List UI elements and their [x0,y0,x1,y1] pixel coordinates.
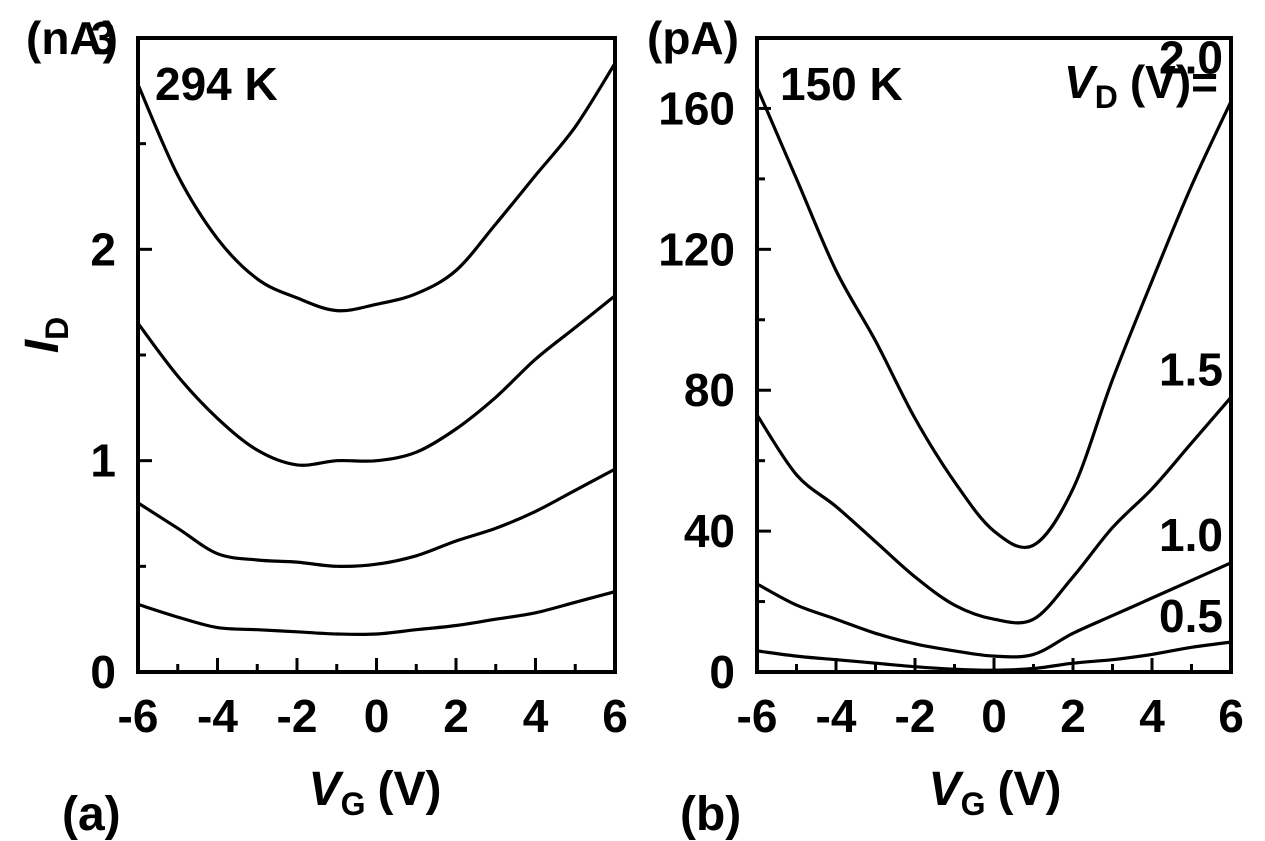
panel-b-legend-title-symbol: V [1064,56,1098,108]
x-tick-label: 6 [602,690,628,742]
panel-a-tick-labels: -6 -4 -2 0 2 4 6 0 1 2 3 [90,12,627,742]
y-tick-label: 120 [658,223,735,275]
y-tick-label: 3 [90,12,116,64]
x-tick-label: -4 [816,690,857,742]
series-line-1 [136,590,617,636]
series-line-3 [755,395,1233,625]
panel-b-series-labels: 0.5 1.0 1.5 2.0 [1159,31,1223,642]
y-tick-label: 1 [90,435,116,487]
x-tick-label: 0 [364,690,390,742]
y-tick-label: 2 [90,223,116,275]
series-label: 1.5 [1159,343,1223,395]
panel-a-frame [136,36,617,674]
x-tick-label: -6 [118,690,159,742]
panel-a-y-label-subscript: D [39,317,75,340]
y-tick-label: 40 [684,505,735,557]
panel-a-y-label-symbol: I [16,338,69,353]
y-tick-label: 160 [658,82,735,134]
panel-b-tick-labels: -6 -4 -2 0 2 4 6 0 40 80 120 160 [658,82,1244,742]
panel-a-y-unit: (nA) [26,12,118,64]
panel-a-ticks [136,36,617,674]
panel-b-x-label-unit: (V) [997,763,1061,816]
x-tick-label: -2 [277,690,318,742]
panel-a: -6 -4 -2 0 2 4 6 0 1 2 3 (nA) 294 K ID VG (V) (a) [16,12,628,841]
panel-b-x-label: VG (V) [929,763,1062,822]
x-tick-label: -6 [737,690,778,742]
panel-b-letter: (b) [680,788,741,841]
series-line-3 [136,294,617,467]
panel-b-x-label-subscript: G [961,786,986,822]
panel-a-x-label: VG (V) [309,763,442,822]
panel-a-curves [136,61,617,636]
y-tick-label: 0 [709,646,735,698]
panel-b-x-label-symbol: V [929,763,965,816]
series-label: 0.5 [1159,590,1223,642]
y-tick-label: 0 [90,646,116,698]
x-tick-label: 6 [1218,690,1244,742]
x-tick-label: 4 [1139,690,1165,742]
panel-a-y-label: ID [16,317,75,353]
panel-a-letter: (a) [62,788,121,841]
panel-a-x-label-symbol: V [309,763,345,816]
panel-a-x-label-unit: (V) [377,763,441,816]
series-label: 1.0 [1159,509,1223,561]
panel-b-y-unit: (pA) [647,12,739,64]
series-line-2 [136,467,617,568]
x-tick-label: -4 [197,690,238,742]
x-tick-label: 2 [443,690,469,742]
y-tick-label: 80 [684,364,735,416]
series-line-1 [755,640,1233,672]
panel-b-legend-title-subscript: D [1095,79,1118,115]
series-line-4 [755,85,1233,550]
panel-b-annotation: 150 K [780,58,903,110]
panel-b-curves [755,85,1233,672]
x-tick-label: 0 [981,690,1007,742]
panel-a-x-label-subscript: G [341,786,366,822]
x-tick-label: 4 [523,690,549,742]
x-tick-label: -2 [895,690,936,742]
x-tick-label: 2 [1060,690,1086,742]
panel-b-legend-title: VD (V)= [1064,56,1218,115]
svg-text:ID: ID [16,317,75,353]
series-line-2 [755,561,1233,659]
series-label: 2.0 [1159,31,1223,83]
series-line-4 [136,61,617,313]
panel-a-annotation: 294 K [155,58,278,110]
panel-b-legend-title-text: (V)= [1130,56,1218,108]
